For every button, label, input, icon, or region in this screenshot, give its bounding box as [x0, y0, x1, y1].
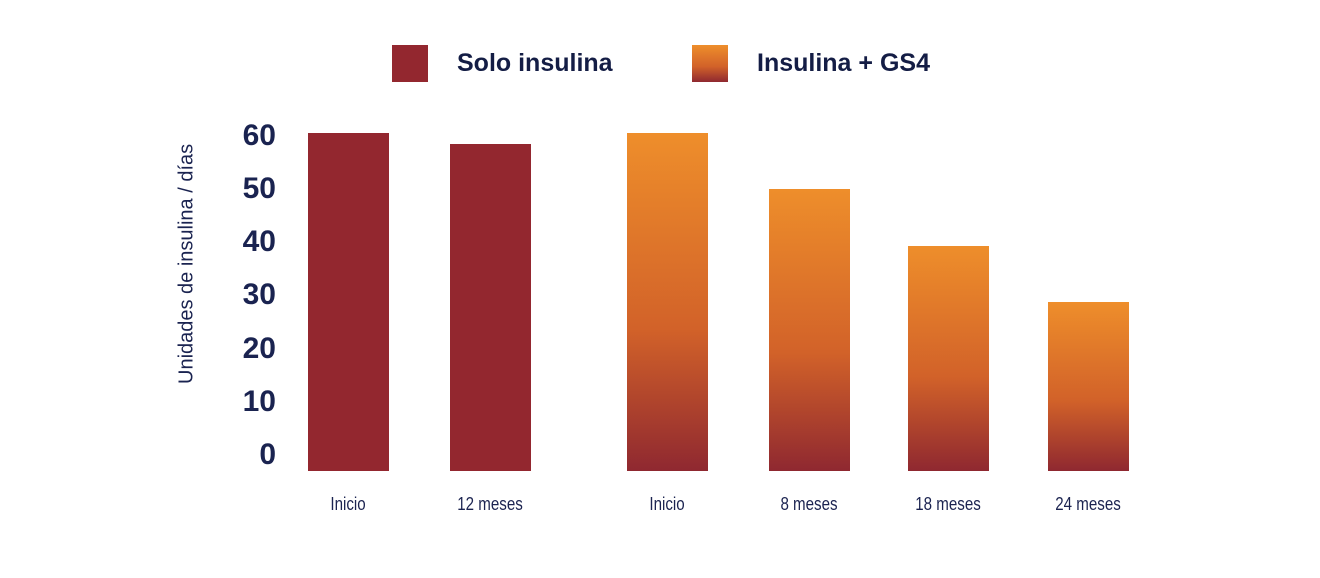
x-axis-label: Inicio — [649, 494, 686, 514]
bar — [308, 133, 389, 471]
y-tick-label: 50 — [242, 172, 276, 206]
y-tick-label: 10 — [242, 384, 276, 418]
x-axis-label: 12 meses — [457, 494, 524, 514]
y-axis-ticks: 60 50 40 30 20 10 0 — [200, 121, 276, 470]
x-axis-label: 24 meses — [1055, 494, 1122, 514]
y-tick-label: 40 — [242, 225, 276, 259]
legend-label-insulina-gs4: Insulina + GS4 — [757, 49, 930, 77]
legend-item-solo-insulina: Solo insulina — [392, 45, 613, 82]
y-tick-label: 30 — [242, 278, 276, 312]
bar — [1048, 302, 1129, 471]
bar — [908, 246, 989, 471]
x-axis-label: 8 meses — [780, 494, 839, 514]
x-axis-labels: Inicio 12 meses Inicio 8 meses 18 meses 24 me… — [0, 494, 1320, 520]
x-axis-label: Inicio — [330, 494, 367, 514]
legend-item-insulina-gs4: Insulina + GS4 — [692, 45, 930, 82]
legend-swatch-solo-insulina — [392, 45, 428, 82]
legend-label-solo-insulina: Solo insulina — [457, 49, 613, 77]
legend-swatch-insulina-gs4 — [692, 45, 728, 82]
y-tick-label: 60 — [242, 119, 276, 152]
y-tick-label: 0 — [259, 437, 276, 471]
bar — [627, 133, 708, 471]
bar — [769, 189, 850, 471]
y-tick-label: 20 — [242, 331, 276, 365]
x-axis-label: 18 meses — [915, 494, 982, 514]
bar — [450, 144, 531, 471]
